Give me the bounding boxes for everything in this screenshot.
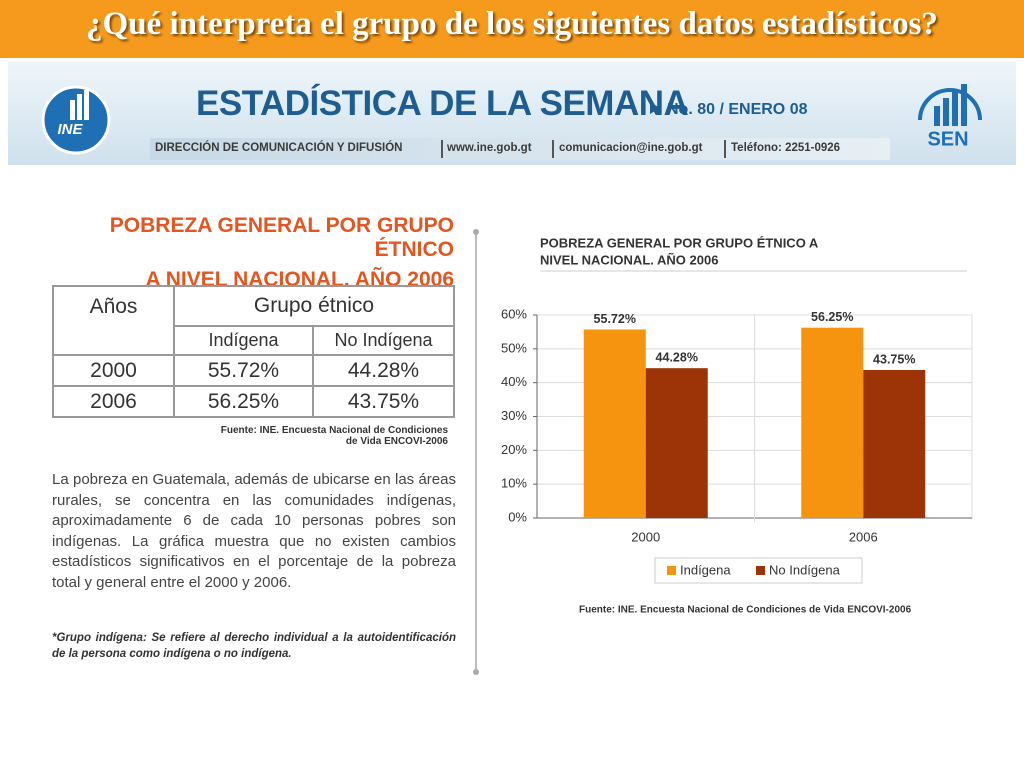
- source-line: de Vida ENCOVI-2006: [345, 436, 448, 447]
- y-tick-label: 20%: [501, 442, 527, 457]
- legend-box: [654, 557, 863, 584]
- chart-title: POBREZA GENERAL POR GRUPO ÉTNICO A: [540, 235, 819, 250]
- contact: Teléfono: 2251-0926: [731, 142, 841, 154]
- table-cell: 55.72%: [173, 354, 314, 387]
- table-cell: 2006: [52, 385, 175, 418]
- contact-bar: [150, 138, 890, 160]
- legend-swatch: [756, 566, 765, 575]
- left-heading: POBREZA GENERAL POR GRUPO ÉTNICO A NIVEL…: [40, 214, 454, 292]
- bar: [583, 329, 646, 518]
- y-tick-label: 10%: [501, 476, 527, 491]
- logo-bar: [952, 90, 958, 126]
- separator: [724, 140, 726, 158]
- logo-bar: [943, 98, 949, 126]
- logo-bar: [77, 94, 82, 120]
- arrow-shape: [650, 102, 660, 114]
- value-label: 43.75%: [873, 352, 915, 366]
- logo-circle: [41, 85, 111, 155]
- table-cell: 44.28%: [312, 354, 455, 387]
- y-tick-label: 40%: [501, 374, 527, 389]
- logo-arc: [918, 88, 982, 121]
- plot-area: [536, 314, 973, 519]
- source-line: Fuente: INE. Encuesta Nacional de Condic…: [220, 425, 448, 436]
- logo-bar: [961, 84, 967, 126]
- contact: www.ine.gob.gt: [447, 142, 532, 154]
- chart-source: Fuente: INE. Encuesta Nacional de Condic…: [579, 605, 912, 616]
- separator: [552, 140, 554, 158]
- table-header: Grupo étnico: [173, 285, 455, 327]
- table-header: Años: [52, 285, 175, 356]
- bar: [645, 368, 708, 518]
- contact: comunicacion@ine.gob.gt: [559, 142, 703, 154]
- table-cell: 43.75%: [312, 385, 455, 418]
- legend-swatch: [667, 566, 676, 575]
- y-tick-label: 30%: [501, 408, 527, 423]
- contact: DIRECCIÓN DE COMUNICACIÓN Y DIFUSIÓN: [155, 142, 403, 154]
- body-text: La pobreza en Guatemala, además de ubica…: [52, 471, 456, 591]
- ine-logo: INE: [41, 85, 111, 155]
- table-subheader: No Indígena: [312, 325, 455, 356]
- logo-text: SEN: [927, 128, 968, 150]
- value-label: 56.25%: [811, 310, 853, 324]
- table-subheader: Indígena: [173, 325, 314, 356]
- table-cell: 56.25%: [173, 385, 314, 418]
- title-bar: [0, 0, 1024, 58]
- logo-text: INE: [57, 121, 83, 138]
- slide-title: ¿Qué interpreta el grupo de los siguient…: [86, 6, 938, 42]
- note: *Grupo indígena: Se refiere al derecho i…: [52, 632, 456, 660]
- bar: [801, 327, 864, 518]
- chart-title: NIVEL NACIONAL. AÑO 2006: [540, 252, 718, 267]
- x-tick-label: 2000: [631, 529, 660, 544]
- bar: [863, 369, 926, 518]
- logo-bar: [70, 100, 75, 120]
- legend-label: Indígena: [680, 562, 731, 577]
- value-label: 44.28%: [656, 350, 698, 364]
- arrow: [650, 102, 660, 114]
- x-tick-label: 2006: [849, 529, 878, 544]
- banner-title: ESTADÍSTICA DE LA SEMANA: [196, 84, 689, 123]
- logo-bar: [934, 106, 940, 126]
- logo-bar: [84, 90, 89, 120]
- heading-line: POBREZA GENERAL POR GRUPO ÉTNICO: [109, 214, 454, 261]
- y-tick-label: 0%: [508, 509, 527, 524]
- sen-logo: SEN: [918, 84, 982, 150]
- data-table: Años Grupo étnico Indígena No Indígena 200…: [52, 285, 455, 418]
- separator: [441, 140, 443, 158]
- issue: No. 80 / ENERO 08: [667, 101, 808, 118]
- legend-label: No Indígena: [769, 562, 841, 577]
- divider-dot: [473, 669, 479, 675]
- value-label: 55.72%: [594, 312, 636, 326]
- y-tick-label: 60%: [501, 306, 527, 321]
- table-cell: 2000: [52, 354, 175, 387]
- table-source: Fuente: INE. Encuesta Nacional de Condic…: [100, 425, 448, 447]
- divider-dot: [473, 229, 479, 235]
- y-tick-label: 50%: [501, 340, 527, 355]
